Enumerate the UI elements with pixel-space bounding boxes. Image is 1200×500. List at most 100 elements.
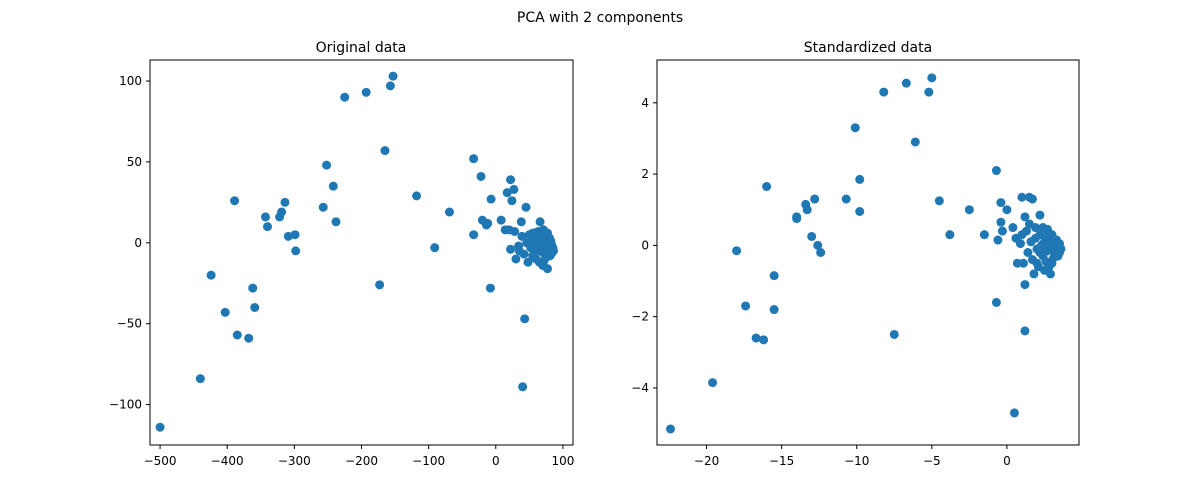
data-point [507,196,517,206]
data-point [486,194,496,204]
data-point [502,188,512,198]
data-point [496,215,506,225]
data-point [506,244,516,254]
data-point [751,333,761,343]
axes-frame-original [149,59,574,446]
data-point [517,231,527,241]
data-point [220,307,230,317]
data-point [1032,258,1042,268]
points-standardized [666,73,1066,434]
data-point [1008,223,1018,233]
data-point [318,202,328,212]
data-point [1018,258,1028,268]
data-point [741,301,751,311]
data-point [1045,269,1055,279]
data-point [1020,212,1030,222]
data-point [997,226,1007,236]
data-point [469,230,479,240]
data-point [539,256,549,266]
data-point [1020,326,1030,336]
x-tick-label: −400 [211,454,244,468]
y-tick-label: 2 [641,167,649,181]
data-point [993,235,1003,245]
data-point [535,217,545,227]
y-tick-label: 100 [119,74,142,88]
x-tick-label: −200 [345,454,378,468]
data-point [291,246,301,256]
data-point [792,212,802,222]
data-point [283,231,293,241]
data-point [518,382,528,392]
data-point [889,329,899,339]
data-point [769,271,779,281]
x-tick-label: 0 [1003,454,1011,468]
data-point [1009,408,1019,418]
data-point [996,198,1006,208]
data-point [1056,244,1066,254]
figure-suptitle: PCA with 2 components [517,10,683,26]
x-tick-label: −5 [923,454,941,468]
data-point [549,246,559,256]
data-point [516,217,526,227]
y-tick-label: −2 [631,310,649,324]
data-point [206,270,216,280]
data-point [195,374,205,384]
data-point [732,246,742,256]
data-point [816,248,826,257]
x-tick-label: −20 [694,454,719,468]
data-point [230,196,240,206]
subplot-title-original: Original data [316,40,407,56]
data-point [910,137,920,147]
data-point [979,230,989,240]
data-point [1047,258,1057,268]
data-point [361,87,371,97]
data-point [924,87,934,97]
data-point [802,205,812,215]
data-point [542,264,552,274]
data-point [328,181,338,191]
x-tick-label: −500 [144,454,177,468]
data-point [510,226,520,236]
subplot-title-standardized: Standardized data [804,40,932,56]
x-tick-label: −300 [278,454,311,468]
data-point [807,231,817,241]
data-point [476,171,486,181]
y-tick-label: 0 [134,236,142,250]
data-point [232,330,242,340]
data-point [244,333,254,343]
data-point [322,160,332,170]
data-point [1017,192,1027,202]
data-point [509,184,519,194]
y-tick-label: −50 [117,317,142,331]
data-point [945,230,955,240]
data-point [1035,210,1045,220]
data-point [483,218,493,228]
data-point [528,228,538,238]
data-point [511,254,521,264]
data-point [375,280,385,290]
data-point [1029,269,1039,279]
data-point [1020,280,1030,290]
y-tick-label: 4 [641,96,649,110]
data-point [1002,205,1012,215]
data-point [996,217,1006,227]
data-point [388,71,398,81]
data-point [263,222,272,232]
y-tick-label: −4 [631,381,649,395]
data-point [1015,239,1025,249]
y-tick-label: 50 [127,155,142,169]
data-point [444,207,454,217]
data-point [1021,226,1031,236]
data-point [385,81,395,91]
data-point [901,78,911,88]
data-point [666,424,676,434]
data-point [380,146,390,156]
data-point [248,283,258,293]
data-point [485,283,495,293]
data-point [769,305,779,315]
subplot-original: Original data −500 −400 −300 −200 −100 0 100−1… [109,40,574,468]
